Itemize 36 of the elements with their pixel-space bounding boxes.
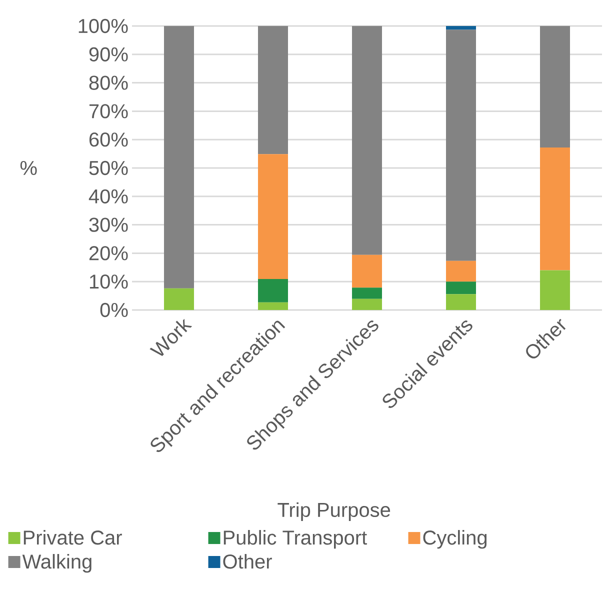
bar: [540, 148, 570, 270]
bar: [446, 294, 476, 310]
bar: [352, 288, 382, 299]
y-tick-label: 80%: [89, 76, 128, 90]
y-tick-label: 70%: [89, 104, 128, 118]
bar: [352, 298, 382, 310]
bar: [446, 30, 476, 261]
bar: [352, 254, 382, 288]
bar: [446, 260, 476, 282]
y-tick-label: 90%: [89, 47, 128, 62]
bar: [258, 302, 288, 310]
y-tick-label: 100%: [78, 18, 128, 34]
bar: [540, 26, 570, 148]
bar: [258, 279, 288, 302]
y-axis-title: %: [20, 161, 37, 175]
bar: [446, 282, 476, 294]
bar: [446, 26, 476, 30]
legend-label: Public Transport: [224, 530, 367, 549]
bar: [258, 26, 288, 154]
bar: [164, 26, 194, 288]
legend-label: Other: [223, 554, 272, 569]
y-tick-label: 20%: [89, 246, 128, 260]
y-tick-label: 30%: [89, 218, 128, 232]
bar: [540, 270, 570, 310]
y-tick-label: 0%: [100, 302, 128, 318]
y-tick-label: 50%: [89, 160, 128, 176]
y-tick-label: 60%: [89, 132, 128, 147]
x-axis-title: Trip Purpose: [278, 502, 390, 521]
bar: [352, 26, 382, 255]
bar: [258, 154, 288, 280]
legend-label: Walking: [22, 554, 92, 573]
legend-label: Cycling: [423, 530, 487, 549]
bar: [164, 288, 194, 310]
y-tick-label: 40%: [88, 189, 128, 204]
legend-label: Private Car: [24, 530, 122, 545]
y-tick-label: 10%: [90, 274, 128, 289]
